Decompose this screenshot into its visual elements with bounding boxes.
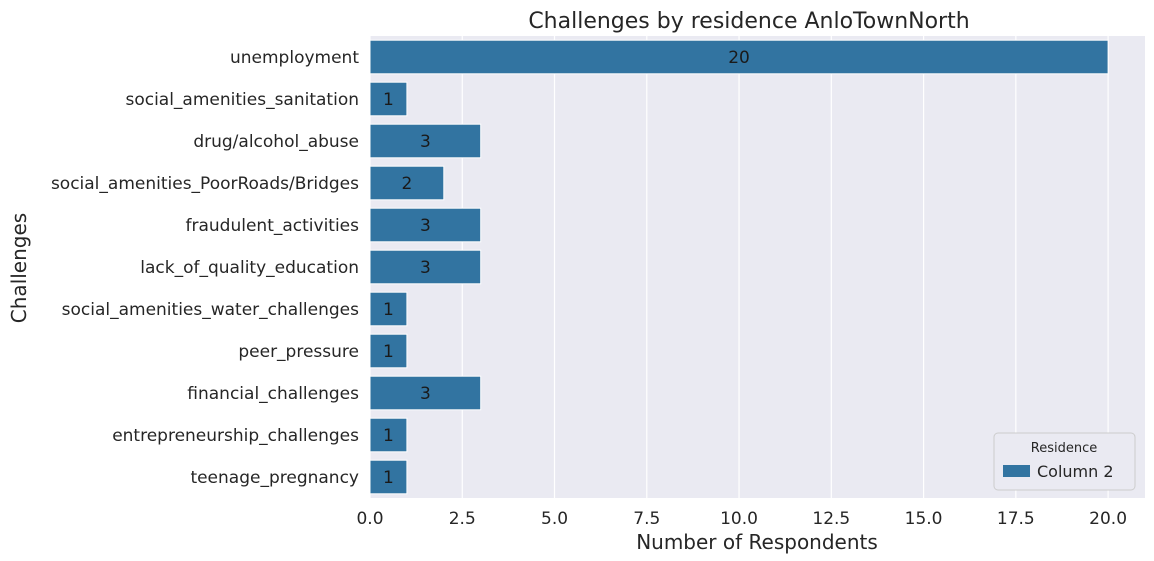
bar	[369, 165, 445, 201]
x-tick-label: 7.5	[633, 509, 660, 529]
x-tick-label: 10.0	[720, 509, 758, 529]
y-tick-label: entrepreneurship_challenges	[112, 426, 359, 446]
x-tick-label: 17.5	[997, 509, 1035, 529]
legend-entry-label: Column 2	[1037, 462, 1114, 481]
bars	[369, 39, 1109, 495]
x-tick-label: 20.0	[1089, 509, 1127, 529]
bar	[369, 123, 482, 159]
data-label: 3	[420, 384, 431, 404]
data-label: 1	[383, 300, 394, 320]
x-tick-label: 5.0	[541, 509, 568, 529]
data-label: 1	[383, 426, 394, 446]
data-label: 1	[383, 342, 394, 362]
y-tick-label: financial_challenges	[187, 384, 359, 404]
y-tick-label: unemployment	[230, 48, 359, 68]
y-tick-label: drug/alcohol_abuse	[193, 132, 359, 152]
data-label: 20	[728, 48, 750, 68]
data-label: 3	[420, 132, 431, 152]
y-tick-label: social_amenities_PoorRoads/Bridges	[51, 174, 359, 194]
x-tick-label: 15.0	[905, 509, 943, 529]
y-tick-label: social_amenities_water_challenges	[62, 300, 360, 320]
bar	[369, 81, 408, 117]
x-tick-label: 0.0	[356, 509, 383, 529]
y-axis-label: Challenges	[7, 213, 31, 323]
bar	[369, 333, 408, 369]
data-labels: 20 1 3 2 3 3 1 1 3 1 1	[383, 48, 750, 488]
y-tick-label: teenage_pregnancy	[190, 468, 359, 488]
grid	[369, 36, 1109, 498]
data-label: 3	[420, 258, 431, 278]
bar	[369, 39, 1109, 75]
x-tick-label: 2.5	[449, 509, 476, 529]
chart-title: Challenges by residence AnloTownNorth	[528, 9, 969, 34]
y-tick-label: peer_pressure	[238, 342, 359, 362]
legend-swatch	[1003, 465, 1030, 477]
bar	[369, 459, 408, 495]
data-label: 1	[383, 90, 394, 110]
data-label: 3	[420, 216, 431, 236]
legend-title: Residence	[1031, 441, 1097, 456]
y-tick-labels: unemployment social_amenities_sanitationd…	[51, 48, 359, 488]
x-tick-labels: 0.0 2.5 5.0 7.5 10.0 12.5 15.0 17.5 20.0	[356, 509, 1127, 529]
y-tick-label: fraudulent_activities	[186, 216, 360, 236]
data-label: 2	[401, 174, 412, 194]
bar	[369, 417, 408, 453]
data-label: 1	[383, 468, 394, 488]
y-tick-label: social_amenities_sanitation	[125, 90, 359, 110]
x-axis-label: Number of Respondents	[636, 530, 878, 554]
legend: Residence Column 2	[993, 432, 1136, 491]
y-tick-label: lack_of_quality_education	[140, 258, 359, 278]
bar	[369, 249, 482, 285]
bar	[369, 207, 482, 243]
x-tick-label: 12.5	[812, 509, 850, 529]
bar	[369, 291, 408, 327]
plot-area	[370, 36, 1145, 498]
bar	[369, 375, 482, 411]
